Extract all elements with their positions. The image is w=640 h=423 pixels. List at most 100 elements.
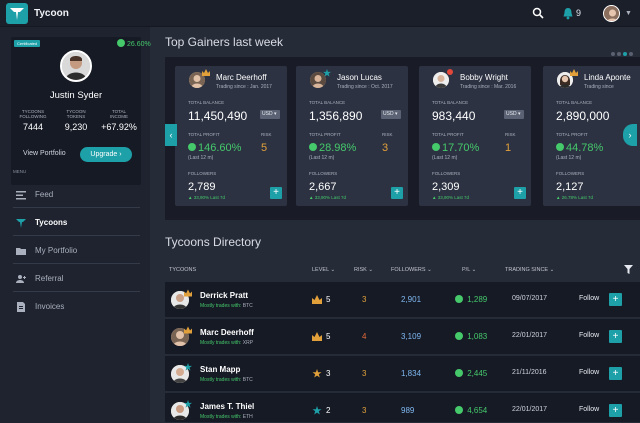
follow-link[interactable]: Follow bbox=[579, 295, 600, 302]
sidebar: Certificated 26.60% Justin Syder TYCOONS… bbox=[0, 27, 151, 423]
tycoon-mostly: Mostly trades with: ETH bbox=[200, 414, 253, 420]
tycoon-avatar bbox=[171, 365, 189, 383]
table-row[interactable]: Marc Deerhoff Mostly trades with: XRP 5 … bbox=[165, 319, 640, 355]
gainer-last7: ▲ 33,90% Last 7d bbox=[432, 195, 469, 200]
carousel-dot[interactable] bbox=[617, 52, 621, 56]
gainer-avatar bbox=[557, 72, 573, 88]
search-icon[interactable] bbox=[532, 7, 544, 19]
nav-item-referral[interactable]: Referral bbox=[13, 266, 140, 292]
gainer-followers: 2,789 bbox=[188, 181, 216, 193]
gainer-followers: 2,309 bbox=[432, 181, 460, 193]
th-tycoons[interactable]: TYCOONS bbox=[169, 267, 197, 273]
tycoon-name[interactable]: Stan Mapp bbox=[200, 365, 241, 374]
follow-add-button[interactable]: + bbox=[609, 330, 622, 343]
gainer-last7-value: 33,90% Last 7d bbox=[193, 195, 225, 200]
followers-label: FOLLOWERS bbox=[432, 171, 461, 176]
th-risk-label: RISK bbox=[354, 267, 367, 273]
follow-add-button[interactable]: + bbox=[391, 187, 403, 199]
carousel-next-button[interactable]: › bbox=[623, 124, 637, 146]
follow-add-button[interactable]: + bbox=[270, 187, 282, 199]
up-arrow-icon bbox=[309, 143, 317, 152]
table-row[interactable]: Stan Mapp Mostly trades with: BTC 3 3 1,… bbox=[165, 356, 640, 392]
follow-add-button[interactable]: + bbox=[609, 404, 622, 417]
tycoon-risk: 3 bbox=[362, 406, 367, 415]
gainer-since: Trading since : Jan. 2017 bbox=[216, 84, 272, 90]
follow-link[interactable]: Follow bbox=[579, 369, 600, 376]
table-row[interactable]: Derrick Pratt Mostly trades with: BTC 5 … bbox=[165, 282, 640, 318]
up-arrow-icon bbox=[432, 143, 440, 152]
crown-icon bbox=[570, 69, 578, 76]
gainer-card[interactable]: Marc Deerhoff Trading since : Jan. 2017 … bbox=[175, 66, 287, 206]
th-since-label: TRADING SINCE bbox=[505, 267, 549, 273]
followers-label: FOLLOWERS bbox=[556, 171, 585, 176]
mostly-label: Mostly trades with: bbox=[200, 340, 242, 346]
tycoon-coin: ETH bbox=[242, 414, 253, 420]
follow-add-button[interactable]: + bbox=[514, 187, 526, 199]
gainer-profit-value: 17.70% bbox=[442, 142, 480, 154]
nav-item-tycoons[interactable]: Tycoons bbox=[13, 210, 140, 236]
nav-item-feed[interactable]: Feed bbox=[13, 182, 140, 208]
gainer-profit: 44.78% bbox=[556, 142, 603, 154]
star-icon bbox=[323, 69, 331, 77]
gainer-card[interactable]: Bobby Wright Trading since : Mar. 2016 T… bbox=[419, 66, 531, 206]
stat-label: TYCOON bbox=[66, 109, 86, 114]
currency-select[interactable]: USD ▾ bbox=[381, 110, 401, 119]
view-portfolio-link[interactable]: View Portfolio bbox=[23, 150, 66, 157]
currency-select[interactable]: USD ▾ bbox=[504, 110, 524, 119]
total-profit-label: TOTAL PROFIT bbox=[309, 132, 341, 137]
tycoon-risk: 3 bbox=[362, 369, 367, 378]
app-logo-icon[interactable] bbox=[6, 3, 28, 24]
table-row[interactable]: James T. Thiel Mostly trades with: ETH 2… bbox=[165, 393, 640, 423]
stat-label: INCOME bbox=[110, 114, 128, 119]
tycoon-pl-value: 2,445 bbox=[467, 369, 488, 378]
feed-icon bbox=[16, 191, 26, 200]
stat-value: 7444 bbox=[22, 122, 44, 132]
tycoon-name[interactable]: Derrick Pratt bbox=[200, 291, 249, 300]
tycoon-name[interactable]: Marc Deerhoff bbox=[200, 328, 254, 337]
filter-icon[interactable] bbox=[624, 265, 633, 274]
gainer-risk: 5 bbox=[261, 142, 268, 154]
nav-item-invoices[interactable]: Invoices bbox=[13, 294, 140, 320]
tycoon-name[interactable]: James T. Thiel bbox=[200, 402, 255, 411]
stat-value: +67.92% bbox=[101, 122, 137, 132]
profile-change-value: 26.60% bbox=[127, 40, 151, 48]
tycoon-risk: 3 bbox=[362, 295, 367, 304]
gainer-followers: 2,127 bbox=[556, 181, 584, 193]
th-pl[interactable]: P/L ⌄ bbox=[462, 267, 477, 273]
bell-icon[interactable] bbox=[562, 7, 574, 20]
th-since[interactable]: TRADING SINCE ⌄ bbox=[505, 267, 555, 273]
crown-icon bbox=[184, 326, 192, 334]
th-followers[interactable]: FOLLOWERS ⌄ bbox=[391, 267, 432, 273]
gainer-avatar bbox=[310, 72, 326, 88]
carousel-dot-active[interactable] bbox=[623, 52, 627, 56]
tycoon-coin: XRP bbox=[242, 340, 254, 346]
follow-add-button[interactable]: + bbox=[609, 293, 622, 306]
follow-link[interactable]: Follow bbox=[579, 332, 600, 339]
follow-link[interactable]: Follow bbox=[579, 406, 600, 413]
carousel-prev-button[interactable]: ‹ bbox=[165, 124, 177, 146]
nav-item-portfolio[interactable]: My Portfolio bbox=[13, 238, 140, 264]
total-profit-label: TOTAL PROFIT bbox=[432, 132, 464, 137]
follow-add-button[interactable]: + bbox=[609, 367, 622, 380]
currency-value: USD bbox=[383, 111, 394, 117]
currency-select[interactable]: USD ▾ bbox=[260, 110, 280, 119]
chevron-down-icon[interactable]: ▼ bbox=[625, 10, 632, 17]
carousel-dot[interactable] bbox=[629, 52, 633, 56]
tycoon-followers: 3,109 bbox=[401, 332, 422, 341]
upgrade-button[interactable]: Upgrade › bbox=[80, 147, 132, 162]
th-followers-label: FOLLOWERS bbox=[391, 267, 426, 273]
carousel-dot[interactable] bbox=[611, 52, 615, 56]
gainer-profit: 28.98% bbox=[309, 142, 356, 154]
stat-tokens: TYCOON TOKENS 9,230 bbox=[56, 109, 96, 132]
star-icon bbox=[312, 406, 322, 415]
th-risk[interactable]: RISK ⌄ bbox=[354, 267, 373, 273]
th-level[interactable]: LEVEL ⌄ bbox=[312, 267, 336, 273]
tycoon-followers: 2,901 bbox=[401, 295, 422, 304]
user-avatar[interactable] bbox=[603, 5, 620, 22]
crown-icon bbox=[312, 332, 322, 341]
star-icon bbox=[312, 369, 322, 378]
nav-label: Referral bbox=[35, 274, 64, 283]
gainer-card[interactable]: Jason Lucas Trading since : Oct. 2017 TO… bbox=[296, 66, 408, 206]
gainer-balance: 983,440 bbox=[432, 109, 476, 123]
star-icon bbox=[184, 363, 192, 371]
